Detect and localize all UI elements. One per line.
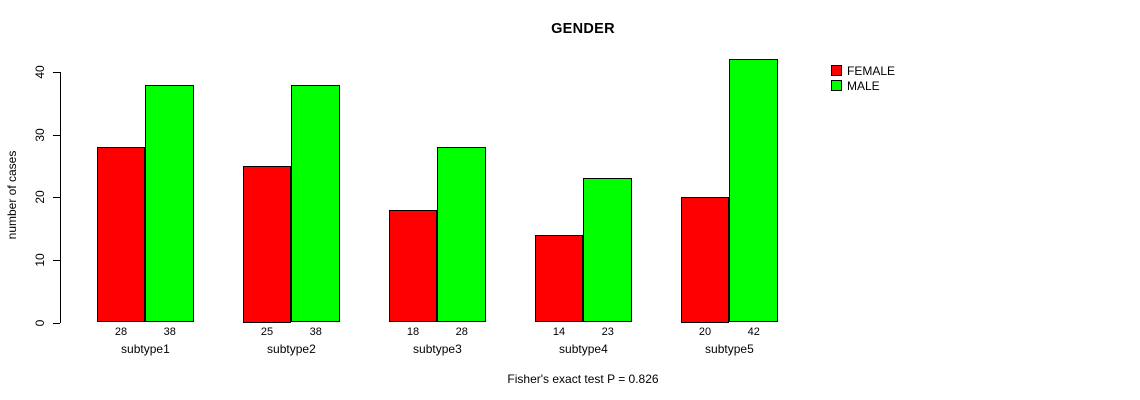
bar-male-subtype3 [437,147,487,323]
bar-value-label: 14 [552,326,566,338]
y-tick-label: 30 [33,127,47,142]
bar-value-label: 28 [114,326,128,338]
bar-value-label: 38 [163,326,176,338]
legend-item-male: MALE [831,78,880,93]
bar-value-label: 42 [747,326,760,338]
y-tick-label: 20 [33,190,47,204]
x-category-label-subtype2: subtype2 [267,342,316,356]
y-tick [53,323,60,324]
bar-male-subtype5 [729,59,779,323]
bar-female-subtype5 [680,197,730,323]
x-category-label-subtype1: subtype1 [121,342,170,356]
y-tick-label: 0 [33,319,47,326]
bar-value-label: 20 [698,326,712,338]
bar-male-subtype2 [291,84,341,323]
bar-value-label: 25 [260,326,274,338]
chart-title: GENDER [551,21,615,37]
legend-item-female: FEMALE [831,63,896,78]
legend-label: MALE [847,78,880,93]
y-tick [53,72,60,73]
bar-female-subtype1 [96,147,146,323]
y-tick-label: 10 [33,253,47,267]
bar-value-label: 18 [406,326,420,338]
bar-female-subtype2 [242,165,292,323]
x-category-label-subtype4: subtype4 [559,342,608,356]
bar-male-subtype4 [583,178,633,323]
bar-value-label: 23 [601,326,614,338]
statistical-test-caption: Fisher's exact test P = 0.826 [507,372,659,386]
y-tick [53,197,60,198]
x-category-label-subtype3: subtype3 [413,342,462,356]
bar-value-label: 28 [455,326,468,338]
y-axis-title: number of cases [5,150,19,240]
y-tick-label: 40 [33,65,47,79]
legend-label: FEMALE [847,63,896,78]
x-category-label-subtype5: subtype5 [705,342,754,356]
bar-value-label: 38 [309,326,322,338]
bar-female-subtype4 [534,234,584,323]
y-tick [53,260,60,261]
y-tick [53,135,60,136]
legend-color-swatch-male [831,80,842,91]
bar-female-subtype3 [388,209,438,323]
bar-male-subtype1 [145,84,195,323]
legend-color-swatch-female [831,65,842,76]
y-axis-line [60,72,61,323]
